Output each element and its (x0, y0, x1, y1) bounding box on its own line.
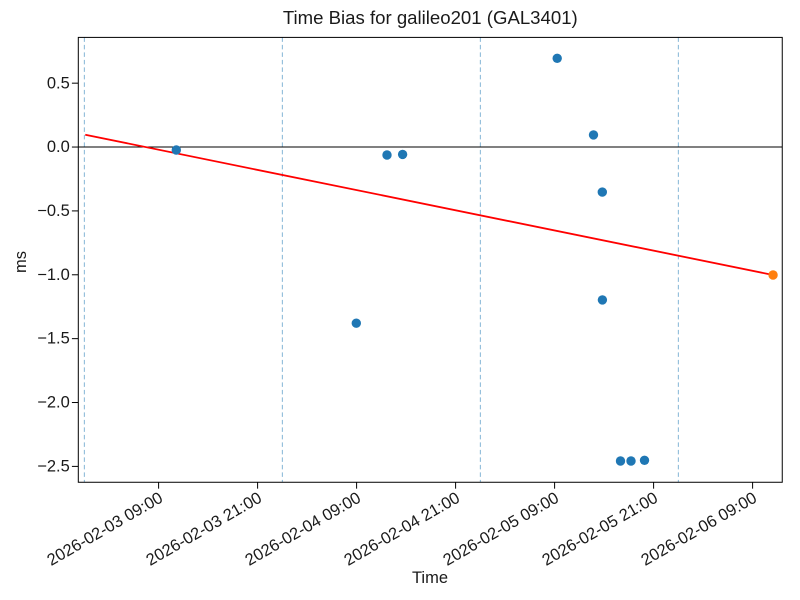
svg-text:0.5: 0.5 (47, 74, 70, 92)
svg-text:Time: Time (412, 569, 448, 587)
svg-text:−0.5: −0.5 (37, 202, 70, 220)
svg-text:−2.5: −2.5 (37, 458, 70, 476)
svg-text:−1.0: −1.0 (37, 266, 70, 284)
svg-text:−2.0: −2.0 (37, 394, 70, 412)
svg-text:ms: ms (12, 251, 30, 273)
svg-text:Time Bias for galileo201 (GAL3: Time Bias for galileo201 (GAL3401) (283, 7, 578, 28)
svg-text:−1.5: −1.5 (37, 330, 70, 348)
svg-text:0.0: 0.0 (47, 138, 70, 156)
